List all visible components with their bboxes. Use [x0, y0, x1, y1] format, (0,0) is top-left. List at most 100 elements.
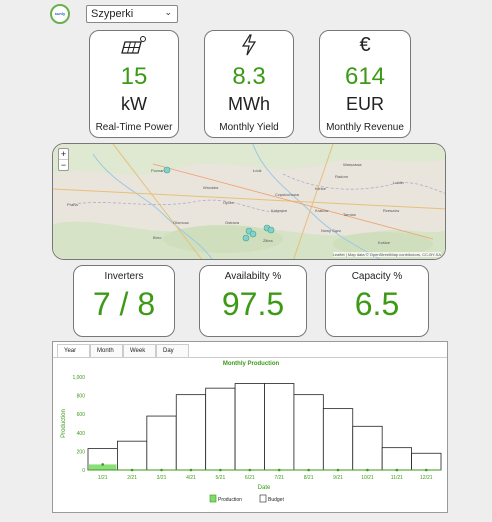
map-label: Lublin: [393, 180, 404, 185]
map-marker[interactable]: [163, 166, 171, 174]
map-label: Olomouc: [173, 220, 189, 225]
tab-week[interactable]: Week: [123, 344, 156, 357]
kpi-value: 15: [120, 63, 148, 90]
kpi-unit: kW: [121, 94, 147, 114]
budget-bar: [205, 387, 236, 471]
legend-budget-swatch: [259, 494, 267, 503]
budget-bar: [117, 440, 148, 471]
kpi-value: 614: [344, 63, 386, 90]
x-tick-label: 11/21: [391, 475, 403, 481]
budget-bar: [381, 447, 412, 471]
period-tabs: Year Month Week Day: [57, 344, 189, 357]
kpi-label: Monthly Revenue: [326, 122, 404, 133]
map-label: Radom: [335, 174, 349, 179]
budget-bar: [234, 383, 265, 471]
stat-value: 7 / 8: [92, 286, 156, 322]
map-label: Warszawa: [343, 162, 362, 167]
map-label: Żilina: [263, 238, 273, 243]
map-label: Kraków: [315, 208, 328, 213]
kpi-label: Monthly Yield: [219, 122, 279, 133]
x-tick-label: 10/21: [361, 475, 374, 481]
y-tick-label: 400: [77, 431, 86, 437]
budget-bar: [411, 452, 442, 471]
site-markers: [163, 166, 275, 242]
lightning-icon: [205, 34, 293, 61]
x-tick-label: 8/21: [304, 475, 314, 481]
budget-bar: [322, 408, 354, 471]
legend-budget-label: Budget: [268, 497, 284, 503]
stat-label: Inverters: [104, 271, 144, 282]
x-tick-label: 6/21: [245, 475, 255, 481]
tab-year[interactable]: Year: [57, 344, 90, 357]
kpi-label: Real-Time Power: [95, 122, 173, 133]
map-attribution[interactable]: Leaflet | Map data © OpenStreetMap contr…: [332, 252, 441, 257]
site-select[interactable]: Szyperki ⌄: [86, 5, 178, 23]
chevron-down-icon: ⌄: [164, 7, 172, 17]
map-label: Praha: [67, 202, 78, 207]
zoom-out-button[interactable]: −: [60, 160, 67, 170]
stat-availability: Availabilty % 97.5: [199, 265, 307, 337]
map-label: Tarnów: [343, 212, 356, 217]
kpi-value: 8.3: [232, 63, 266, 90]
tab-month[interactable]: Month: [90, 344, 123, 357]
kpi-monthly-yield: 8.3 MWh Monthly Yield: [204, 30, 294, 138]
map-label: Opole: [223, 200, 234, 205]
map-marker[interactable]: [267, 226, 275, 234]
zoom-in-button[interactable]: +: [59, 149, 68, 160]
budget-bar: [175, 394, 207, 471]
euro-icon: €: [359, 34, 371, 56]
budget-bar: [146, 415, 177, 471]
y-tick-label: 0: [82, 468, 85, 474]
x-tick-label: 2/21: [127, 475, 137, 481]
map-marker[interactable]: [242, 234, 250, 242]
kpi-unit: EUR: [345, 94, 384, 114]
chart-title: Monthly Production: [223, 361, 280, 367]
stat-capacity: Capacity % 6.5: [325, 265, 429, 337]
x-axis-label: Date: [258, 485, 271, 491]
map-label: Częstochowa: [275, 192, 300, 197]
y-tick-label: 600: [77, 412, 86, 418]
production-bar: [89, 464, 117, 470]
map-label: Wrocław: [203, 185, 218, 190]
stat-label: Availabilty %: [224, 271, 282, 282]
map-label: Košice: [378, 240, 391, 245]
tab-divider: [53, 357, 447, 358]
budget-bar: [293, 394, 324, 471]
x-tick-label: 5/21: [216, 475, 226, 481]
x-tick-label: 9/21: [333, 475, 343, 481]
legend-production-swatch: [209, 494, 217, 503]
production-chart-panel: Year Month Week Day Monthly Production 0 2…: [52, 341, 448, 513]
map-label: Łódź: [253, 168, 262, 173]
tab-day[interactable]: Day: [156, 344, 189, 357]
kpi-monthly-revenue: € 614 EUR Monthly Revenue: [319, 30, 411, 138]
map-tiles: [53, 144, 445, 259]
x-tick-label: 12/21: [420, 475, 433, 481]
x-tick-label: 4/21: [186, 475, 196, 481]
site-map[interactable]: Poznań Warszawa Wrocław Kraków Katowice …: [52, 143, 446, 260]
budget-bar: [352, 425, 383, 471]
sunly-logo: sunly: [50, 4, 70, 24]
map-label: Brno: [153, 235, 162, 240]
map-label: Nowy Sącz: [321, 228, 341, 233]
legend-production-label: Production: [218, 497, 242, 503]
kpi-unit: MWh: [228, 94, 270, 114]
map-label: Katowice: [271, 208, 288, 213]
y-tick-label: 800: [77, 394, 86, 400]
x-tick-label: 3/21: [157, 475, 167, 481]
x-tick-label: 1/21: [98, 475, 108, 481]
kpi-real-time-power: 15 kW Real-Time Power: [89, 30, 179, 138]
y-axis-label: Production: [61, 409, 67, 438]
solar-panel-icon: [90, 34, 178, 61]
x-tick-label: 7/21: [274, 475, 284, 481]
y-tick-label: 200: [77, 449, 86, 455]
map-label: Rzeszów: [383, 208, 399, 213]
map-zoom-control: + −: [58, 148, 69, 171]
budget-bar: [264, 383, 295, 471]
map-marker[interactable]: [249, 230, 257, 238]
production-chart: Monthly Production 0 200 400 600 800 1,000 Prod…: [61, 361, 442, 503]
production-point: [101, 463, 105, 466]
y-tick-label: 1,000: [72, 375, 85, 381]
map-label: Kielce: [315, 186, 327, 191]
stat-value: 6.5: [354, 286, 400, 322]
map-label: Poznań: [151, 168, 165, 173]
